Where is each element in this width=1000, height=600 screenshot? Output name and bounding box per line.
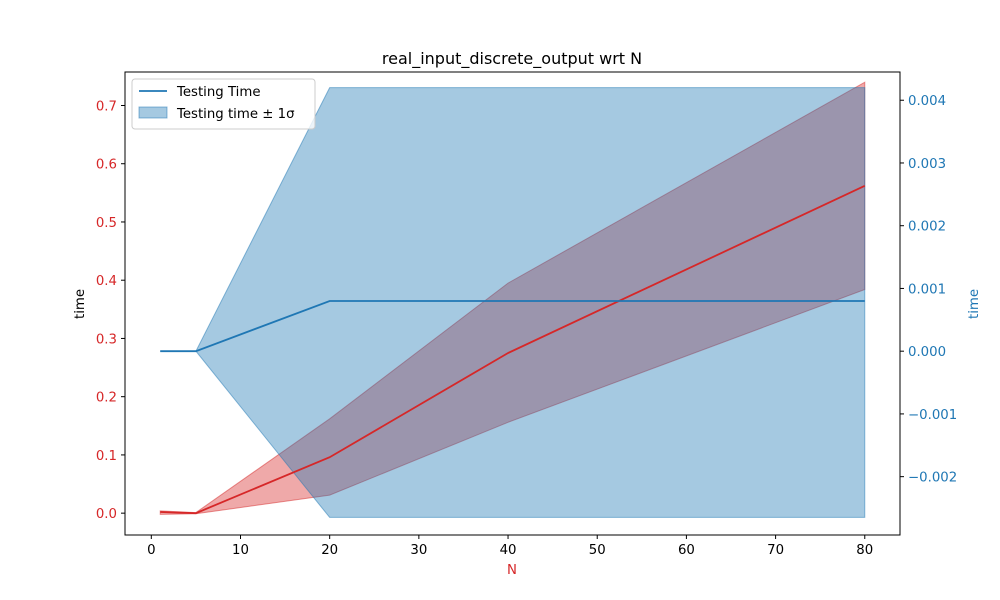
y-axis-right: −0.002 −0.001 0.000 0.001 0.002 0.003 0.004 xyxy=(900,94,957,486)
right-series-band xyxy=(160,87,866,518)
y-axis-left-label: time xyxy=(73,289,88,319)
y-left-tick-label: 0.5 xyxy=(96,216,117,231)
y-right-tick-label: −0.001 xyxy=(908,408,957,423)
chart-title: real_input_discrete_output wrt N xyxy=(382,49,642,69)
y-left-tick-label: 0.7 xyxy=(96,99,117,114)
y-right-tick-label: −0.002 xyxy=(908,471,957,486)
y-axis-left: 0.0 0.1 0.2 0.3 0.4 0.5 0.6 0.7 xyxy=(96,99,125,522)
x-axis: 0 10 20 30 40 50 60 70 80 xyxy=(147,535,873,558)
plot-frame xyxy=(124,71,901,536)
y-right-tick-label: 0.000 xyxy=(908,345,946,360)
legend-frame xyxy=(131,78,316,130)
y-left-tick-label: 0.6 xyxy=(96,158,117,173)
x-tick-label: 30 xyxy=(410,543,427,558)
y-axis-right-label: time xyxy=(967,289,982,319)
x-tick-label: 70 xyxy=(767,543,784,558)
y-left-tick-label: 0.1 xyxy=(96,449,117,464)
y-left-tick-label: 0.3 xyxy=(96,332,117,347)
y-right-tick-label: 0.001 xyxy=(908,282,946,297)
x-tick-label: 10 xyxy=(232,543,249,558)
x-tick-label: 0 xyxy=(147,543,155,558)
series-line-layer xyxy=(160,185,866,515)
right-band-layer xyxy=(160,87,866,518)
y-right-tick-label: 0.004 xyxy=(908,94,946,109)
legend-label-line: Testing Time xyxy=(176,85,261,100)
x-tick-label: 50 xyxy=(589,543,606,558)
y-right-tick-label: 0.003 xyxy=(908,157,946,172)
y-left-tick-label: 0.4 xyxy=(96,274,117,289)
y-left-tick-label: 0.2 xyxy=(96,391,117,406)
x-tick-label: 80 xyxy=(856,543,873,558)
left-series-line xyxy=(160,185,866,515)
right-series-line xyxy=(160,300,865,353)
legend: Testing Time Testing time ± 1σ xyxy=(131,78,316,130)
legend-label-band: Testing time ± 1σ xyxy=(176,107,295,122)
x-tick-label: 60 xyxy=(678,543,695,558)
x-tick-label: 40 xyxy=(500,543,517,558)
x-tick-label: 20 xyxy=(321,543,338,558)
legend-band-swatch xyxy=(138,106,168,119)
y-right-tick-label: 0.002 xyxy=(908,220,946,235)
y-left-tick-label: 0.0 xyxy=(96,507,117,522)
x-axis-label: N xyxy=(507,563,517,578)
